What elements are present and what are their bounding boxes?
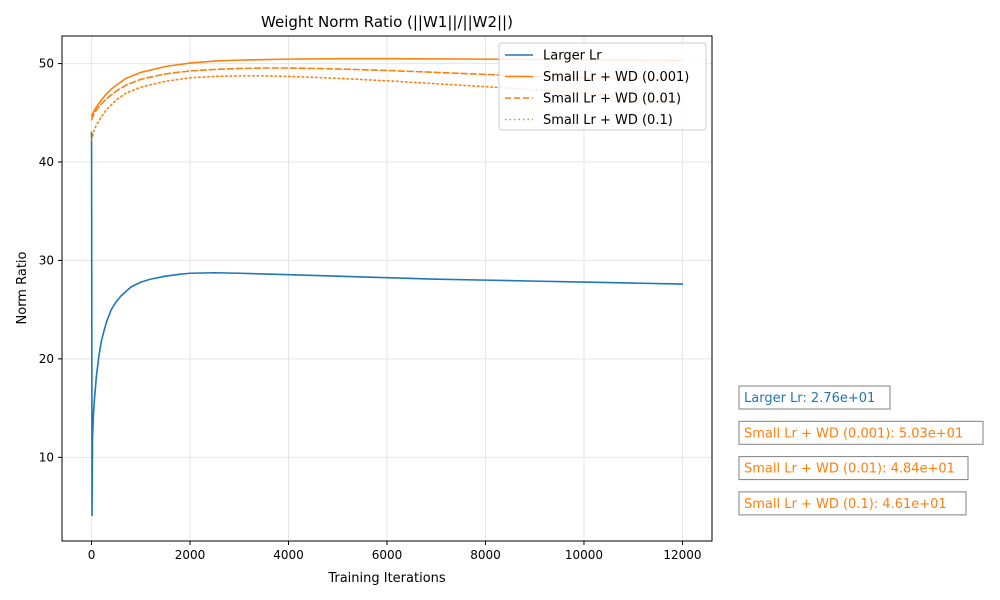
legend-label: Small Lr + WD (0.1) bbox=[543, 113, 673, 128]
x-tick-label: 8000 bbox=[470, 548, 501, 562]
x-tick-label: 2000 bbox=[175, 548, 206, 562]
annotation-box bbox=[738, 385, 891, 410]
series-line bbox=[90, 131, 684, 517]
annotation-text: Small Lr + WD (0.01): 4.84e+01 bbox=[744, 462, 955, 477]
x-axis-label: Training Iterations bbox=[327, 571, 446, 586]
legend-box bbox=[498, 42, 707, 131]
x-tick-label: 0 bbox=[88, 548, 96, 562]
annotation-text: Larger Lr: 2.76e+01 bbox=[744, 391, 875, 406]
y-tick-label: 40 bbox=[39, 155, 54, 169]
chart-title: Weight Norm Ratio (||W1||/||W2||) bbox=[261, 13, 513, 31]
annotation-box bbox=[738, 491, 967, 516]
y-tick-label: 20 bbox=[39, 352, 54, 366]
annotation-box bbox=[738, 420, 984, 445]
legend-label: Small Lr + WD (0.001) bbox=[543, 70, 689, 85]
x-tick-label: 6000 bbox=[372, 548, 403, 562]
grid-lines bbox=[62, 36, 712, 541]
y-tick-label: 50 bbox=[39, 57, 54, 71]
y-axis-label: Norm Ratio bbox=[15, 251, 30, 324]
x-tick-label: 10000 bbox=[565, 548, 603, 562]
x-tick-label: 4000 bbox=[273, 548, 304, 562]
series-line bbox=[90, 57, 684, 117]
annotation-box bbox=[738, 456, 969, 481]
y-tick-label: 10 bbox=[39, 450, 54, 464]
annotation-text: Small Lr + WD (0.001): 5.03e+01 bbox=[744, 426, 963, 441]
y-tick-label: 30 bbox=[39, 253, 54, 267]
x-tick-label: 12000 bbox=[663, 548, 701, 562]
legend-label: Small Lr + WD (0.01) bbox=[543, 92, 681, 107]
final-value-annotations: Larger Lr: 2.76e+01 Small Lr + WD (0.001)… bbox=[738, 385, 984, 516]
legend: Larger Lr Small Lr + WD (0.001) Small Lr +… bbox=[498, 42, 707, 131]
legend-label: Larger Lr bbox=[543, 49, 602, 64]
axis-ticks: 0 2000 4000 6000 8000 10000 12000 10 20 30 40 50 bbox=[39, 57, 702, 562]
annotation-text: Small Lr + WD (0.1): 4.61e+01 bbox=[744, 497, 947, 512]
